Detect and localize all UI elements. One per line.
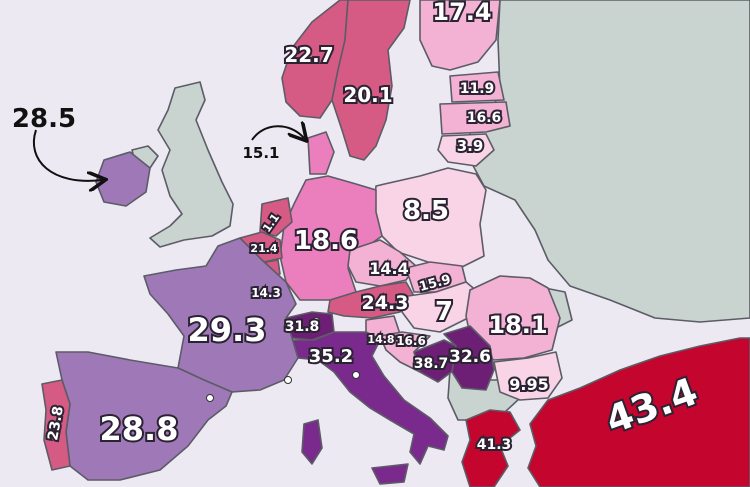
label-poland: 8.5 [403, 196, 449, 226]
capital-dot [312, 317, 320, 325]
label-estonia: 11.9 [460, 81, 495, 97]
country-serbia [443, 325, 495, 391]
label-greece: 41.3 [477, 437, 512, 453]
label-romania: 18.1 [488, 311, 547, 339]
label-lithuania: 3.9 [457, 137, 484, 155]
label-bosnia: 38.7 [414, 356, 449, 372]
label-italy: 35.2 [309, 346, 353, 367]
russia-belarus-ukraine-region [469, 0, 750, 323]
capital-dot [284, 376, 292, 384]
label-france: 29.3 [188, 311, 267, 349]
label-czechia: 14.4 [369, 259, 408, 278]
label-austria: 24.3 [362, 292, 409, 314]
ireland-callout-arrow [33, 129, 102, 181]
country-italy [289, 331, 449, 465]
label-sweden: 20.1 [343, 83, 392, 107]
label-belgium: 21.4 [250, 242, 277, 255]
country-france [143, 237, 299, 393]
country-latvia [439, 101, 511, 135]
country-finland [419, 0, 501, 71]
great-britain [149, 81, 234, 248]
label-serbia: 32.6 [449, 347, 491, 367]
label-norway: 22.7 [284, 43, 333, 67]
denmark-callout-arrow [251, 126, 304, 140]
country-italy-sicily [371, 463, 409, 485]
country-greece [461, 409, 521, 487]
country-portugal [41, 379, 71, 471]
callout-denmark: 15.1 [242, 144, 279, 162]
country-lithuania [437, 133, 495, 167]
label-spain: 28.8 [100, 410, 179, 448]
country-bulgaria [493, 351, 563, 401]
label-finland: 17.4 [432, 0, 491, 26]
label-luxembourg: 14.3 [251, 286, 281, 300]
country-czechia [347, 239, 417, 287]
country-estonia [449, 71, 505, 103]
label-germany: 18.6 [294, 226, 358, 256]
country-netherlands [259, 197, 293, 237]
capital-dot [206, 394, 214, 402]
label-croatia: 16.6 [396, 334, 426, 348]
country-turkey [527, 337, 750, 487]
label-slovenia: 14.8 [367, 333, 394, 346]
label-hungary: 7 [435, 297, 453, 327]
label-latvia: 16.6 [467, 110, 502, 126]
country-sweden [331, 0, 411, 161]
country-germany [279, 175, 383, 301]
country-denmark [307, 131, 335, 175]
capital-dot [352, 371, 360, 379]
country-italy-sardinia [301, 419, 323, 465]
label-switzerland: 31.8 [285, 319, 320, 335]
label-bulgaria: 9.95 [509, 375, 548, 394]
callout-ireland: 28.5 [12, 104, 76, 134]
